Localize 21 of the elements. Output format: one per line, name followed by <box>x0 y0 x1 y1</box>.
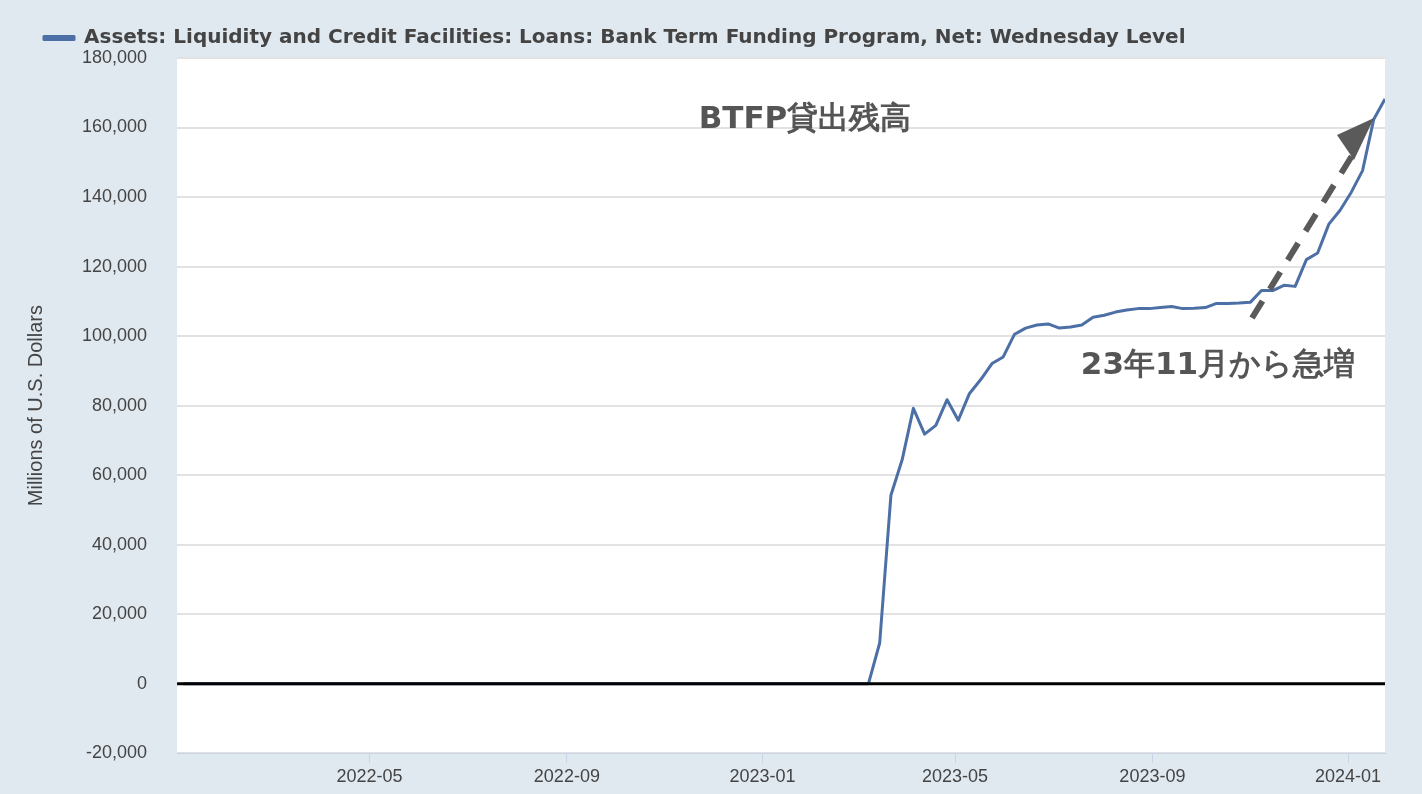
y-axis-title: Millions of U.S. Dollars <box>23 305 46 507</box>
x-tick-label: 2023-09 <box>1119 765 1186 786</box>
y-tick-label: 160,000 <box>81 116 148 137</box>
legend-label: Assets: Liquidity and Credit Facilities: Loans: Bank Term Funding Program, Net: Wednesday Level <box>84 24 1186 49</box>
y-tick-label: 20,000 <box>92 603 148 624</box>
y-tick-label: 80,000 <box>92 394 148 415</box>
x-tick-label: 2023-05 <box>922 765 989 786</box>
x-tick-label: 2024-01 <box>1315 765 1382 786</box>
y-tick-label: 140,000 <box>81 186 148 207</box>
y-tick-label: -20,000 <box>86 742 148 763</box>
annotation: BTFP貸出残高 <box>698 99 912 136</box>
x-tick-label: 2022-09 <box>533 765 600 786</box>
x-tick-label: 2023-01 <box>729 765 796 786</box>
y-tick-label: 120,000 <box>81 255 148 276</box>
annotation: 23年11月から急増 <box>1080 345 1356 382</box>
y-tick-label: 40,000 <box>92 533 148 554</box>
x-tick-label: 2022-05 <box>336 765 403 786</box>
y-tick-label: 0 <box>137 672 148 693</box>
y-tick-label: 60,000 <box>92 464 148 485</box>
y-tick-label: 100,000 <box>81 325 148 346</box>
y-tick-label: 180,000 <box>81 46 148 67</box>
